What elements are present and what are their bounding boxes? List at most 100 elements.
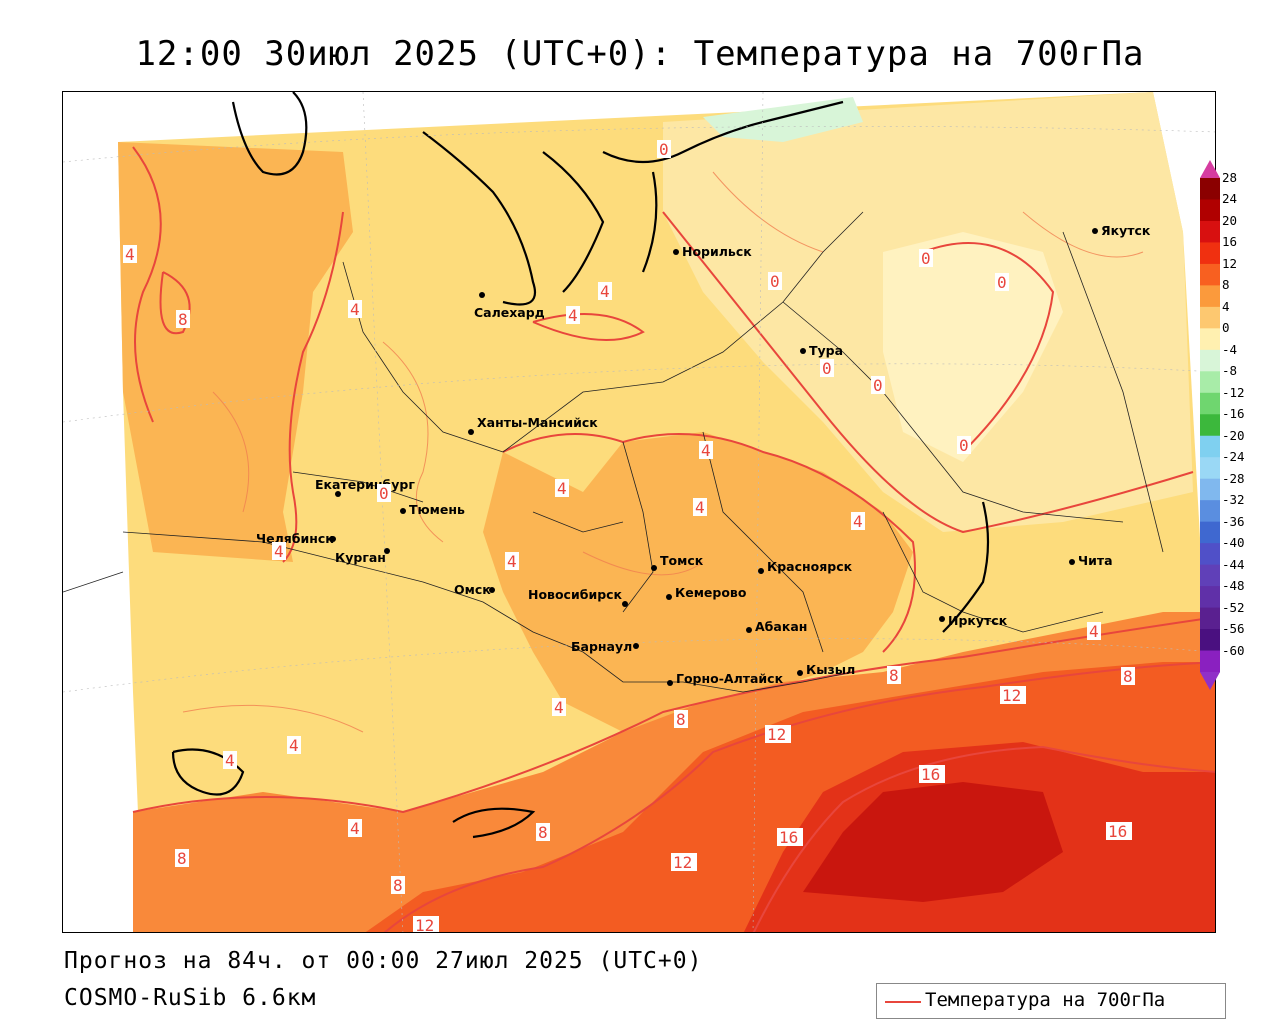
svg-text:8: 8 bbox=[177, 849, 187, 868]
colorbar-swatch bbox=[1200, 586, 1220, 609]
svg-text:0: 0 bbox=[921, 249, 931, 268]
colorbar-tick-label: 28 bbox=[1222, 170, 1238, 185]
colorbar-swatch bbox=[1200, 178, 1220, 200]
city-salekhard: Салехард bbox=[474, 292, 545, 320]
contour-label: 4 bbox=[123, 245, 137, 264]
city-khanty-mansiysk: Ханты-Мансийск bbox=[468, 415, 598, 435]
contour-label: 0 bbox=[957, 436, 971, 455]
colorbar bbox=[1200, 160, 1220, 690]
colorbar-tick-label: -36 bbox=[1222, 513, 1245, 529]
contour-value-labels: 4 8 4 4 4 0 0 0 0 0 0 0 4 4 4 4 0 4 4 4 … bbox=[123, 140, 1135, 932]
forecast-info: Прогноз на 84ч. от 00:00 27июл 2025 (UTC… bbox=[64, 948, 703, 974]
contour-label: 16 bbox=[777, 828, 803, 847]
colorbar-tick-label: 12 bbox=[1222, 255, 1238, 271]
colorbar-bottom-arrow bbox=[1200, 672, 1220, 690]
svg-text:4: 4 bbox=[568, 306, 578, 325]
hot-core-20 bbox=[803, 782, 1063, 902]
graticule bbox=[63, 92, 1215, 932]
colorbar-swatch bbox=[1200, 199, 1220, 222]
colorbar-tick-label: -16 bbox=[1222, 406, 1245, 422]
city-kyzyl: Кызыл bbox=[797, 662, 855, 677]
city-omsk: Омск bbox=[454, 582, 495, 597]
colorbar-swatch bbox=[1200, 607, 1220, 630]
contour-label: 4 bbox=[555, 479, 569, 498]
map-title: 12:00 30июл 2025 (UTC+0): Температура на… bbox=[135, 34, 1145, 74]
city-chelyabinsk: Челябинск bbox=[256, 531, 336, 546]
contour-label: 12 bbox=[671, 853, 697, 872]
contour-label: 8 bbox=[175, 849, 189, 868]
city-novosibirsk: Новосибирск bbox=[528, 587, 628, 607]
svg-text:8: 8 bbox=[889, 666, 899, 685]
contour-label: 4 bbox=[566, 306, 580, 325]
contour-label: 0 bbox=[995, 273, 1009, 292]
colorbar-swatch bbox=[1200, 457, 1220, 480]
colorbar-swatch bbox=[1200, 263, 1220, 286]
colorbar-tick-label: -52 bbox=[1222, 599, 1245, 615]
temperature-map: Норильск Якутск Салехард Тура Ханты-Манс… bbox=[63, 92, 1215, 932]
colorbar-swatch bbox=[1200, 629, 1220, 652]
city-krasnoyarsk: Красноярск bbox=[758, 559, 853, 574]
svg-text:16: 16 bbox=[921, 765, 940, 784]
colorbar-swatch bbox=[1200, 478, 1220, 501]
colorbar-swatch bbox=[1200, 242, 1220, 265]
svg-text:8: 8 bbox=[676, 710, 686, 729]
colorbar-tick-label: -28 bbox=[1222, 470, 1245, 486]
svg-text:Екатеринбург: Екатеринбург bbox=[315, 477, 415, 492]
contour-label: 8 bbox=[536, 823, 550, 842]
colorbar-swatch bbox=[1200, 220, 1220, 243]
contour-label: 0 bbox=[871, 376, 885, 395]
colorbar-swatch bbox=[1200, 564, 1220, 587]
contour-label: 4 bbox=[348, 819, 362, 838]
colorbar-swatch bbox=[1200, 328, 1220, 351]
contour-label: 8 bbox=[176, 310, 190, 329]
contour-label: 8 bbox=[887, 666, 901, 685]
warm-band-west bbox=[118, 142, 353, 562]
colorbar-swatch bbox=[1200, 521, 1220, 544]
isotherm-lines bbox=[132, 146, 1215, 932]
contour-label: 12 bbox=[765, 725, 791, 744]
svg-text:0: 0 bbox=[822, 359, 832, 378]
contour-label: 4 bbox=[851, 512, 865, 531]
contour-label: 4 bbox=[272, 542, 286, 561]
svg-text:0: 0 bbox=[770, 272, 780, 291]
svg-text:Барнаул: Барнаул bbox=[571, 639, 632, 654]
warm-band-central bbox=[483, 432, 913, 732]
city-chita: Чита bbox=[1069, 553, 1113, 568]
colorbar-tick-label: 24 bbox=[1222, 191, 1238, 207]
colorbar-tick-label: -20 bbox=[1222, 427, 1245, 443]
contour-label: 4 bbox=[699, 441, 713, 460]
svg-text:Салехард: Салехард bbox=[474, 305, 545, 320]
contour-label: 8 bbox=[674, 710, 688, 729]
svg-text:Томск: Томск bbox=[660, 553, 704, 568]
coastlines bbox=[171, 92, 990, 839]
colorbar-tick-label: -40 bbox=[1222, 535, 1245, 551]
contour-label: 0 bbox=[377, 484, 391, 503]
colorbar-swatch bbox=[1200, 650, 1220, 673]
colorbar-top-arrow bbox=[1200, 160, 1220, 178]
svg-text:Челябинск: Челябинск bbox=[256, 531, 334, 546]
contour-label: 4 bbox=[348, 300, 362, 319]
city-kurgan: Курган bbox=[335, 548, 390, 565]
legend-line-swatch bbox=[885, 1001, 921, 1003]
svg-text:4: 4 bbox=[853, 512, 863, 531]
svg-text:Горно-Алтайск: Горно-Алтайск bbox=[676, 671, 784, 686]
colorbar-swatch bbox=[1200, 543, 1220, 566]
colorbar-tick-label: 16 bbox=[1222, 234, 1238, 250]
colorbar-swatch bbox=[1200, 392, 1220, 415]
colorbar-swatch bbox=[1200, 306, 1220, 329]
colorbar-tick-label: -48 bbox=[1222, 578, 1245, 594]
svg-text:4: 4 bbox=[125, 245, 135, 264]
city-yakutsk: Якутск bbox=[1092, 223, 1151, 238]
svg-text:4: 4 bbox=[701, 441, 711, 460]
city-abakan: Абакан bbox=[746, 619, 807, 634]
map-panel: Норильск Якутск Салехард Тура Ханты-Манс… bbox=[62, 91, 1216, 933]
contour-label: 0 bbox=[657, 140, 671, 159]
svg-text:4: 4 bbox=[1089, 622, 1099, 641]
colorbar-swatch bbox=[1200, 435, 1220, 458]
svg-text:4: 4 bbox=[350, 819, 360, 838]
model-name: COSMO-RuSib 6.6км bbox=[64, 985, 317, 1011]
contour-label: 16 bbox=[1106, 822, 1132, 841]
contour-label: 8 bbox=[391, 876, 405, 895]
colorbar-swatch bbox=[1200, 414, 1220, 437]
city-markers: Норильск Якутск Салехард Тура Ханты-Манс… bbox=[256, 223, 1151, 686]
